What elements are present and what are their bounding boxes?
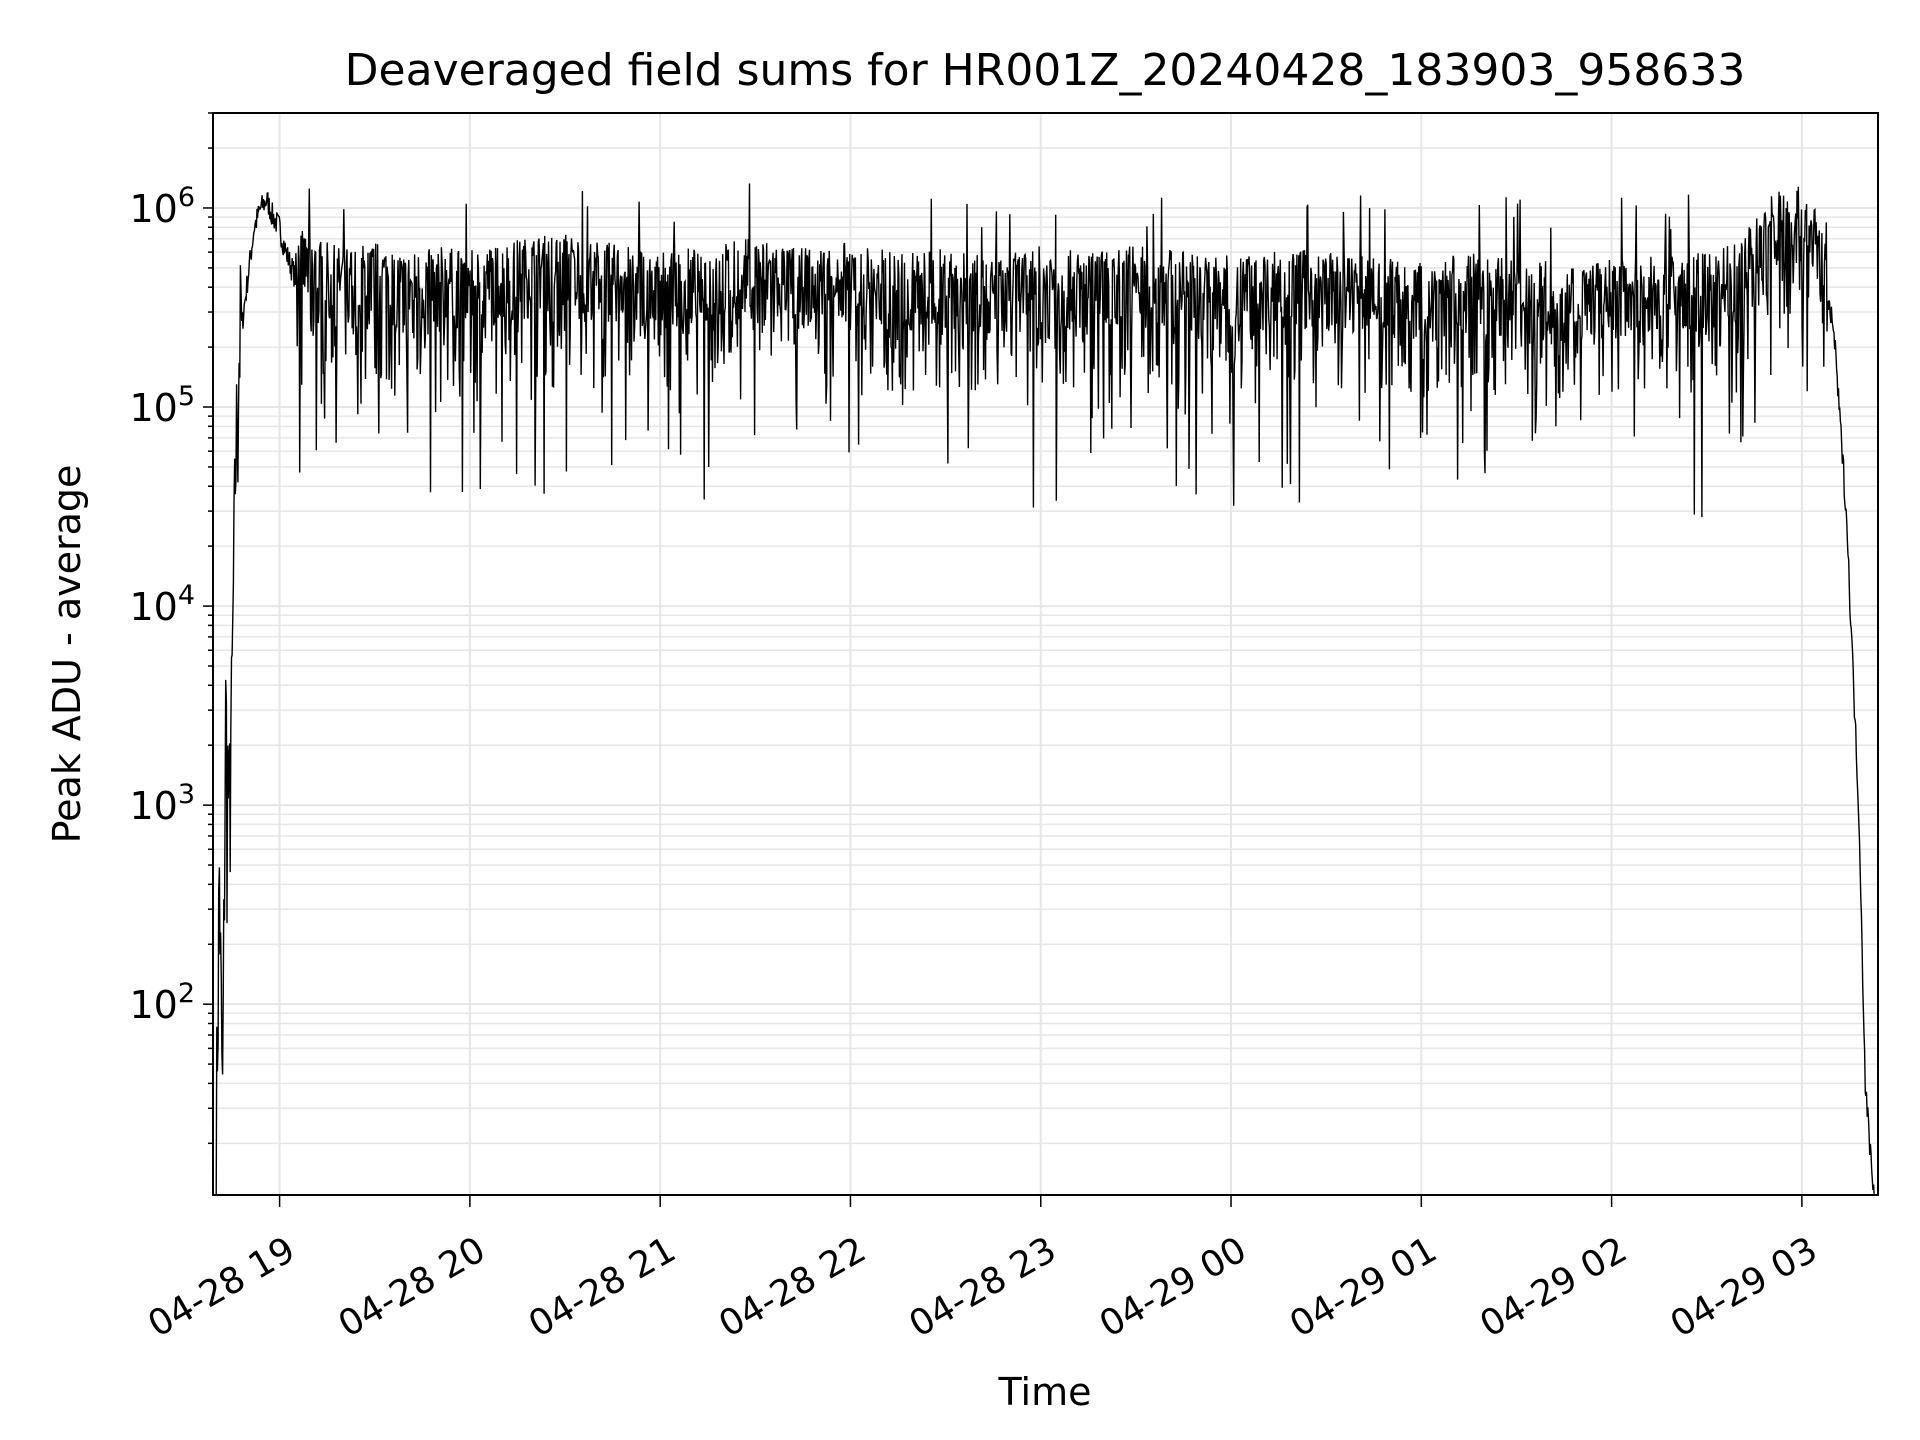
- y-tick-label-exponent: 3: [178, 779, 195, 810]
- plot-frame: [212, 112, 1879, 1196]
- y-tick-label-base: 10: [129, 983, 177, 1027]
- series-line: [215, 183, 1875, 1196]
- y-tick-label-base: 10: [129, 784, 177, 828]
- y-tick-label-base: 10: [129, 386, 177, 430]
- y-tick-label-exponent: 5: [178, 381, 195, 412]
- y-tick-label: 106: [129, 182, 195, 231]
- y-tick-label: 102: [129, 978, 195, 1027]
- y-tick-label: 103: [129, 779, 195, 828]
- y-tick-label: 104: [129, 580, 195, 629]
- y-axis-label: Peak ADU - average: [45, 465, 89, 844]
- y-tick-label-exponent: 6: [178, 182, 195, 213]
- y-tick-label: 105: [129, 381, 195, 430]
- y-tick-label-base: 10: [129, 187, 177, 231]
- y-tick-label-base: 10: [129, 585, 177, 629]
- x-axis-label: Time: [998, 1370, 1092, 1414]
- chart-title: Deaveraged field sums for HR001Z_2024042…: [345, 45, 1746, 96]
- y-tick-label-exponent: 4: [178, 580, 195, 611]
- data-series: [215, 183, 1875, 1196]
- y-tick-label-exponent: 2: [178, 978, 195, 1009]
